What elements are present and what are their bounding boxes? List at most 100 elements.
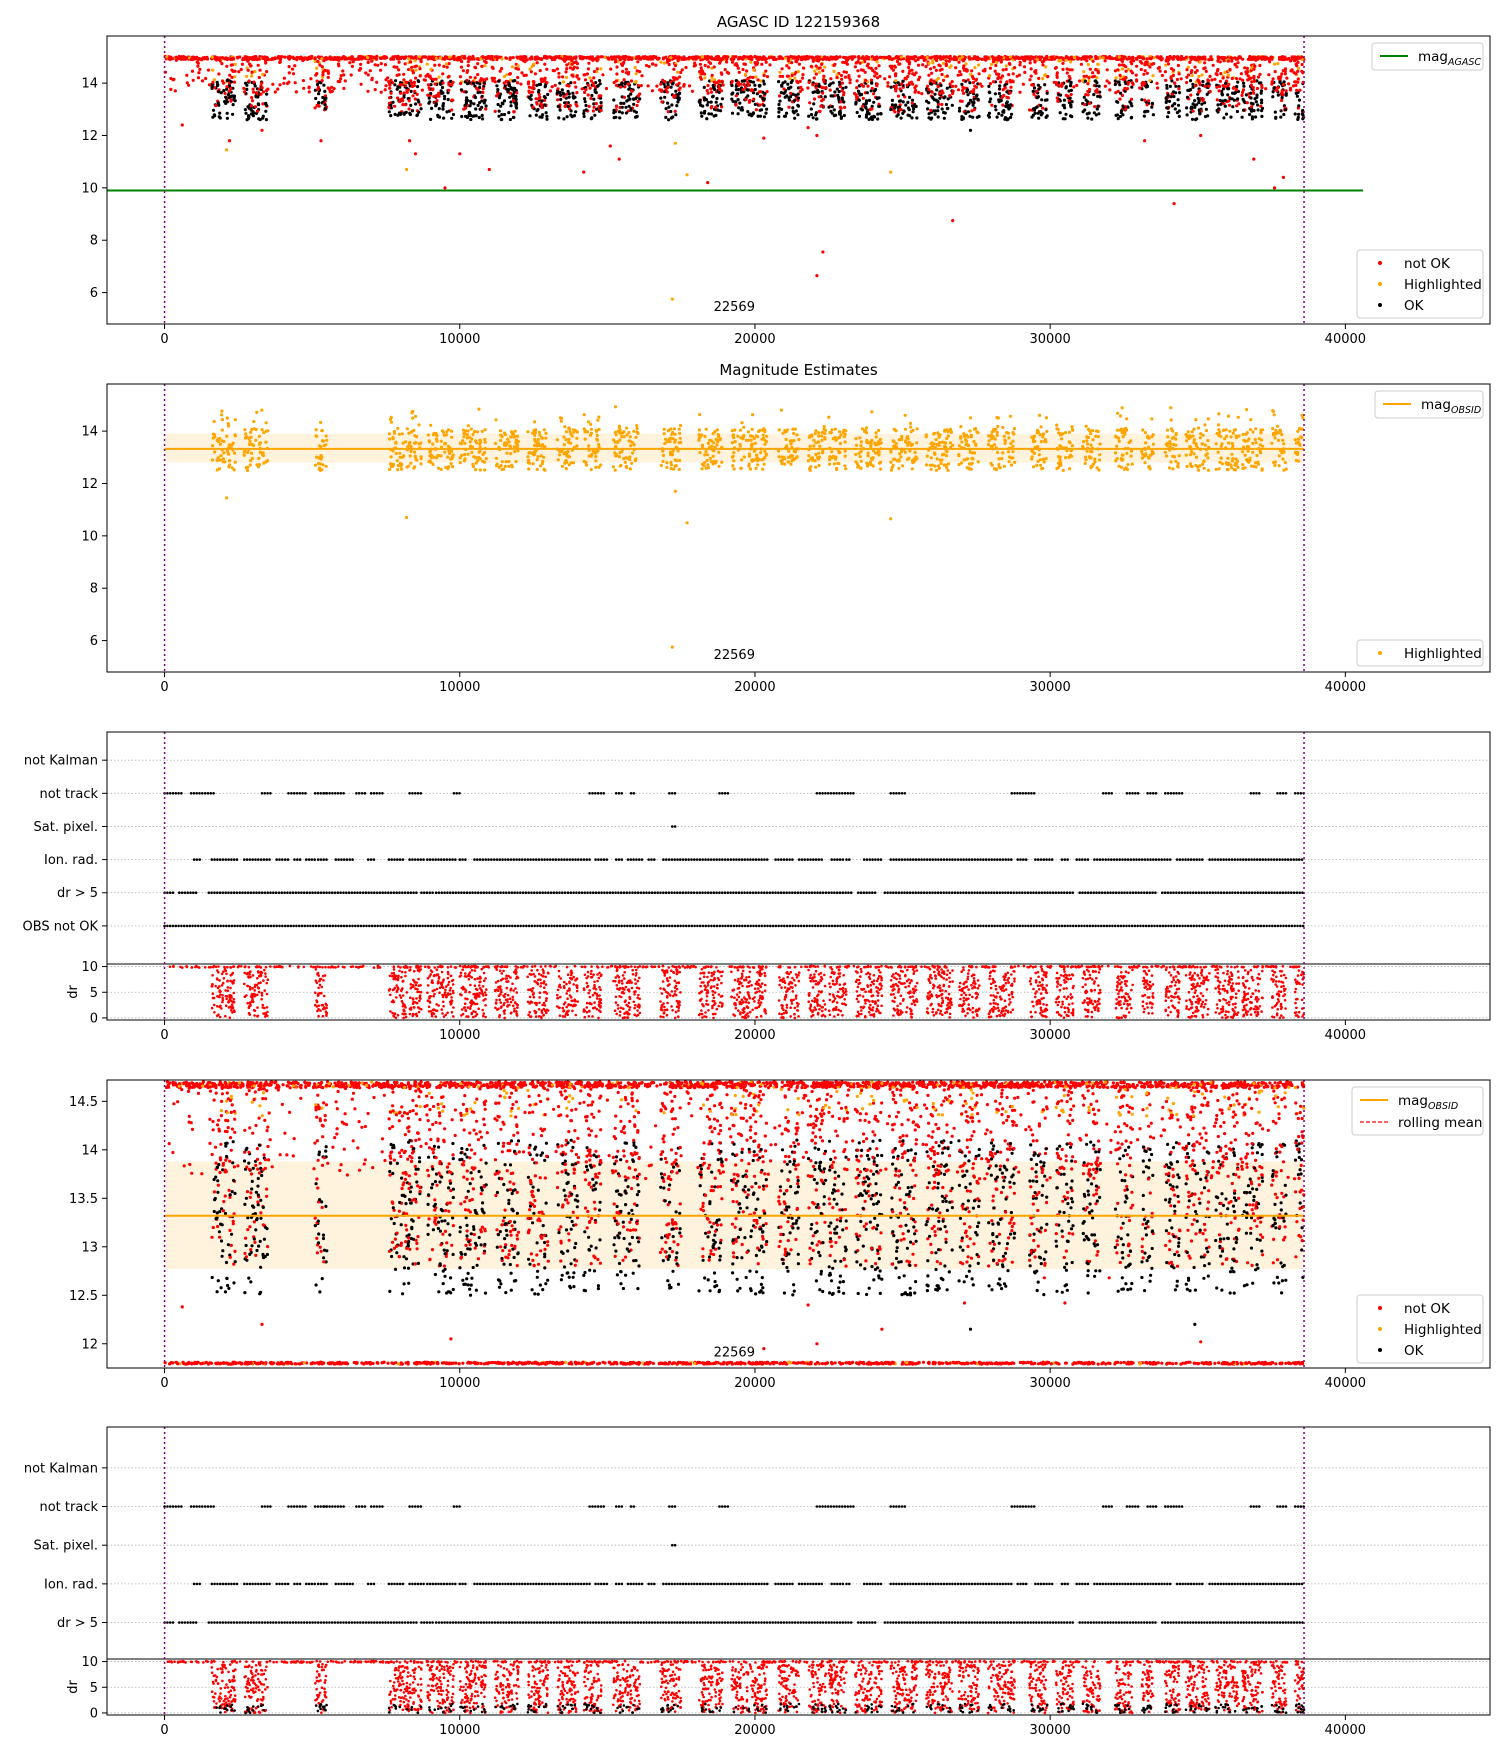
data-point [225, 64, 229, 68]
data-point [947, 59, 951, 63]
data-point [1289, 69, 1293, 73]
data-point [458, 461, 462, 465]
data-point [966, 93, 970, 97]
data-point [730, 83, 734, 88]
data-point [954, 56, 958, 60]
data-point [309, 77, 313, 81]
data-point [693, 63, 698, 67]
data-point [784, 111, 789, 115]
data-point [439, 467, 443, 471]
data-point [262, 431, 266, 435]
data-point [589, 117, 593, 121]
data-point [565, 63, 569, 67]
data-point [211, 80, 215, 85]
data-point [1011, 79, 1015, 83]
data-point [470, 450, 474, 455]
data-point [987, 115, 992, 119]
data-point [409, 461, 413, 465]
data-point [663, 95, 667, 99]
data-point [490, 76, 494, 80]
data-point [1041, 63, 1045, 67]
data-point [977, 114, 981, 118]
data-point [548, 89, 553, 93]
data-point [976, 63, 981, 67]
data-point [927, 73, 931, 77]
data-point [1164, 96, 1168, 100]
data-point [469, 117, 473, 122]
data-point [252, 420, 256, 424]
data-point [1039, 103, 1043, 108]
data-point [1083, 79, 1087, 83]
data-point [481, 90, 485, 94]
data-point [1096, 71, 1100, 75]
data-point [870, 86, 874, 91]
data-point [543, 85, 547, 89]
data-point [497, 465, 501, 469]
data-point [762, 82, 766, 86]
data-point [463, 432, 467, 436]
data-point [619, 82, 624, 86]
data-point [1216, 55, 1220, 59]
data-point [533, 72, 538, 76]
data-point [1009, 112, 1014, 116]
data-point [640, 74, 644, 78]
data-point [983, 69, 987, 73]
data-point [785, 64, 789, 68]
data-point [514, 438, 519, 442]
data-point [762, 73, 766, 78]
data-point [543, 62, 547, 66]
data-point [260, 81, 264, 85]
data-point [927, 61, 931, 65]
data-point [370, 76, 374, 80]
data-point [427, 101, 431, 105]
data-point [844, 85, 848, 89]
data-point [1093, 105, 1097, 109]
outlier-point [762, 136, 766, 140]
data-point [737, 70, 741, 74]
data-point [404, 110, 408, 114]
data-point [222, 81, 226, 85]
data-point [233, 434, 237, 438]
data-point [1208, 89, 1212, 94]
data-point [698, 62, 703, 66]
data-point [599, 108, 603, 113]
data-point [510, 65, 514, 69]
data-point [474, 439, 478, 443]
data-point [1151, 113, 1155, 117]
data-point [780, 67, 784, 71]
data-point [466, 60, 470, 64]
data-point [1115, 100, 1119, 104]
data-point [1188, 55, 1192, 59]
data-point [494, 418, 498, 422]
data-point [871, 92, 876, 96]
data-point [1060, 82, 1064, 86]
data-point [447, 88, 451, 92]
data-point [529, 70, 534, 74]
data-point [210, 55, 214, 59]
data-point [864, 101, 868, 105]
data-point [746, 88, 750, 92]
legend-label-main: mag [1418, 49, 1448, 65]
data-point [317, 461, 321, 466]
data-point [993, 69, 997, 73]
data-point [246, 68, 250, 72]
data-point [633, 66, 637, 70]
data-point [1118, 97, 1122, 101]
data-point [545, 67, 549, 71]
data-point [1226, 59, 1230, 63]
data-point [350, 64, 354, 68]
scatter-points [163, 54, 1306, 301]
data-point [917, 90, 921, 95]
data-point [1148, 65, 1152, 69]
data-point [441, 102, 445, 106]
data-point [458, 75, 463, 79]
data-point [854, 102, 858, 106]
data-point [580, 57, 585, 61]
data-point [893, 74, 898, 78]
data-point [714, 105, 718, 109]
data-point [797, 62, 802, 66]
data-point [313, 106, 317, 110]
data-point [811, 83, 815, 87]
data-point [313, 463, 318, 467]
